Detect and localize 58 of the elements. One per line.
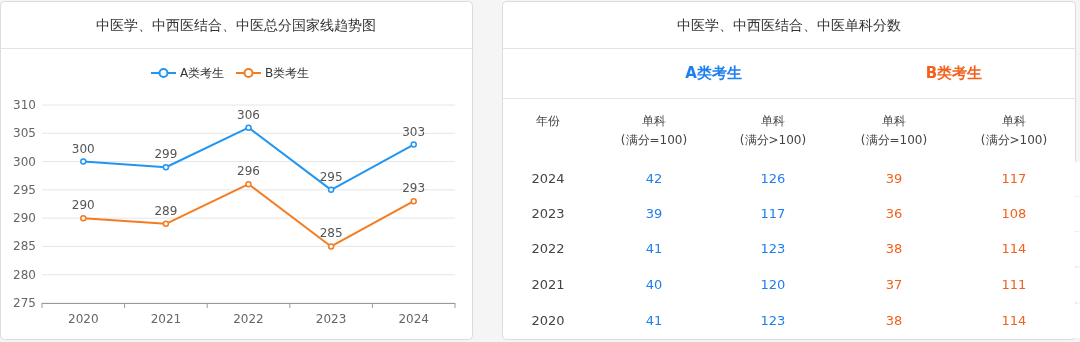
data-label: 114 (1001, 313, 1027, 328)
y-tick-label: 280 (13, 267, 36, 282)
y-tick-label: 290 (13, 211, 36, 226)
y-tick-label: 2022 (531, 241, 565, 256)
data-label: 114 (1001, 241, 1027, 256)
data-label: 299 (154, 147, 178, 162)
text: B类考生 (925, 64, 983, 82)
data-label: 303 (402, 124, 426, 139)
data-label: 38 (885, 241, 903, 256)
data-label: 295 (319, 169, 343, 184)
x-tick-label: 2020 (68, 312, 99, 326)
data-label: 300 (71, 141, 95, 156)
y-tick-label: 2023 (531, 206, 565, 221)
data-label: 120 (760, 277, 786, 292)
x-tick-label: 单科 (满分>100) (739, 114, 807, 147)
data-label: 117 (1001, 171, 1027, 186)
data-label: 41 (645, 313, 663, 328)
y-tick-label: 2021 (531, 277, 565, 292)
y-tick-label: 2024 (531, 171, 565, 186)
x-tick-label: 2024 (398, 312, 429, 326)
legend-label: B类考生 (265, 66, 310, 80)
data-label: 285 (319, 226, 343, 241)
chart-title: 中医学、中西医结合、中医总分国家线趋势图 (96, 17, 376, 33)
y-tick-label: 300 (13, 154, 36, 169)
data-label: 123 (760, 313, 786, 328)
data-label: 41 (645, 241, 663, 256)
data-label: 42 (645, 171, 663, 186)
data-label: 290 (71, 198, 95, 213)
data-label: 39 (645, 206, 663, 221)
data-label: 293 (402, 181, 426, 196)
x-tick-label: 单科 (满分=100) (620, 114, 688, 147)
x-tick-label: 单科 (满分=100) (860, 114, 928, 147)
legend-label: A类考生 (180, 66, 225, 80)
x-tick-label: 2021 (150, 312, 182, 326)
data-label: 37 (885, 277, 903, 292)
data-label: 126 (760, 171, 786, 186)
x-tick-label: 2022 (233, 312, 264, 326)
data-label: 296 (237, 164, 260, 179)
data-label: 111 (1001, 277, 1027, 292)
data-label: 40 (645, 277, 663, 292)
y-axis-title: 年份 (536, 114, 560, 128)
data-label: 39 (885, 171, 903, 186)
y-tick-label: 285 (13, 239, 36, 254)
y-tick-label: 305 (13, 126, 36, 141)
data-label: 123 (760, 241, 786, 256)
y-tick-label: 295 (13, 182, 36, 197)
data-label: 306 (237, 107, 260, 122)
x-tick-label: 单科 (满分>100) (980, 114, 1048, 147)
chart-title: 中医学、中西医结合、中医单科分数 (676, 17, 901, 33)
data-label: 108 (1001, 206, 1027, 221)
data-label: 289 (154, 203, 178, 218)
x-tick-label: 2023 (315, 312, 347, 326)
y-tick-label: 275 (13, 296, 36, 310)
data-label: 117 (760, 206, 786, 221)
y-tick-label: 310 (13, 98, 36, 112)
data-label: 38 (885, 313, 903, 328)
data-label: 36 (885, 206, 903, 221)
text: A类考生 (685, 64, 742, 82)
